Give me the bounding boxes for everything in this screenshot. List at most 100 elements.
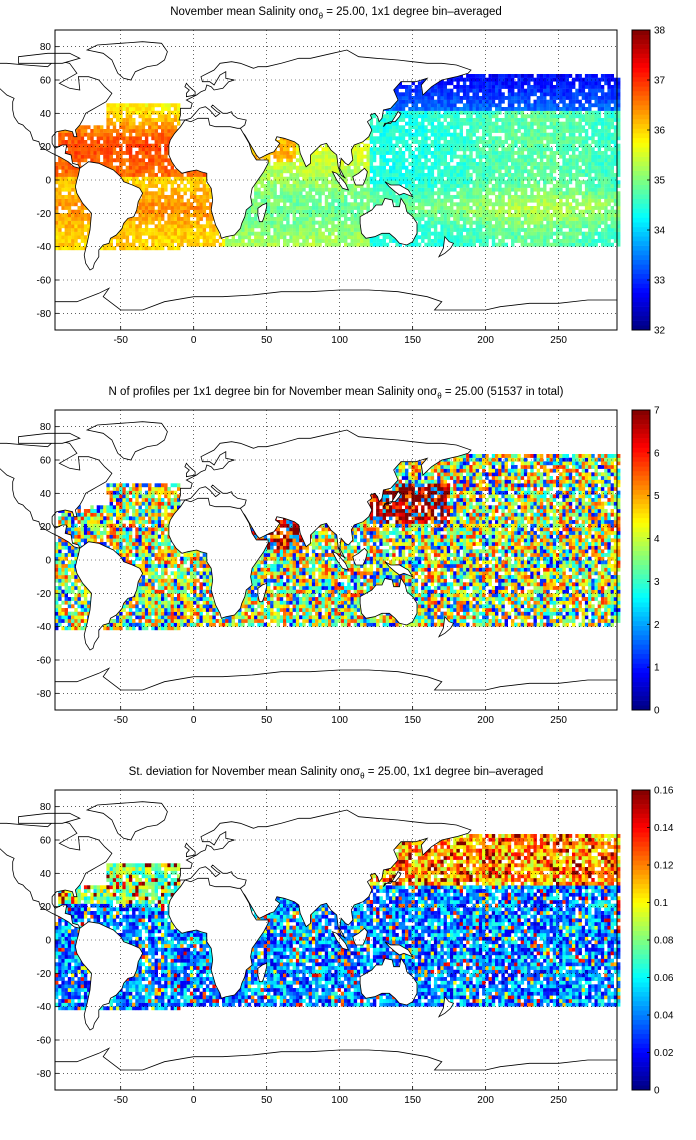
data-bin <box>398 96 402 100</box>
data-bin <box>186 180 191 185</box>
data-bin <box>202 187 207 192</box>
data-bin <box>498 202 502 207</box>
data-bin <box>523 74 528 78</box>
data-bin <box>485 206 489 210</box>
data-bin <box>279 235 284 240</box>
data-bin <box>511 118 515 122</box>
data-bin <box>475 220 480 225</box>
data-bin <box>536 202 541 207</box>
data-bin <box>324 158 329 163</box>
data-bin <box>433 103 438 108</box>
data-bin <box>292 198 296 203</box>
data-bin <box>83 132 88 137</box>
data-bin <box>408 169 412 174</box>
data-bin <box>267 169 271 174</box>
data-bin <box>482 121 486 126</box>
data-bin <box>456 169 460 174</box>
data-bin <box>77 217 81 221</box>
data-bin <box>424 220 428 225</box>
data-bin <box>260 191 264 196</box>
data-bin <box>109 121 113 126</box>
data-bin <box>427 195 431 199</box>
data-bin <box>443 184 447 188</box>
data-bin <box>353 143 358 148</box>
data-bin <box>67 231 72 236</box>
data-bin <box>382 173 386 177</box>
data-bin <box>469 158 473 163</box>
data-bin <box>144 209 149 214</box>
data-bin <box>353 228 358 232</box>
data-bin <box>292 242 296 247</box>
data-bin <box>295 224 300 229</box>
data-bin <box>527 85 531 89</box>
data-bin <box>353 224 358 229</box>
data-bin <box>527 140 531 144</box>
data-bin <box>488 191 492 196</box>
data-bin <box>74 173 78 177</box>
data-bin <box>401 92 406 97</box>
data-bin <box>71 246 75 251</box>
data-bin <box>511 235 515 240</box>
data-bin <box>405 173 409 177</box>
data-bin <box>302 195 306 199</box>
data-bin <box>122 173 126 177</box>
data-bin <box>344 165 348 170</box>
data-bin <box>311 220 316 225</box>
data-bin <box>520 220 525 225</box>
data-bin <box>80 224 85 229</box>
data-bin <box>148 121 152 126</box>
data-bin <box>417 176 422 181</box>
data-bin <box>141 213 146 218</box>
data-bin <box>459 180 463 185</box>
data-bin <box>157 239 162 243</box>
data-bin <box>437 96 441 100</box>
data-bin <box>61 129 65 133</box>
data-bin <box>482 165 486 170</box>
data-bin <box>376 191 380 196</box>
data-bin <box>433 239 438 243</box>
data-bin <box>475 165 480 170</box>
data-bin <box>472 180 476 185</box>
data-bin <box>302 242 306 247</box>
data-bin <box>135 151 139 155</box>
data-bin <box>514 209 518 214</box>
data-bin <box>421 202 425 207</box>
data-bin <box>295 169 300 174</box>
data-bin <box>395 140 399 144</box>
data-bin <box>469 151 473 155</box>
data-bin <box>295 209 300 214</box>
data-bin <box>363 165 367 170</box>
data-bin <box>523 209 528 214</box>
data-bin <box>495 92 499 97</box>
data-bin <box>472 220 476 225</box>
data-bin <box>517 107 521 111</box>
data-bin <box>87 217 91 221</box>
data-bin <box>539 195 544 199</box>
data-bin <box>517 206 521 210</box>
data-bin <box>279 195 284 199</box>
data-bin <box>135 246 139 251</box>
data-bin <box>64 173 68 177</box>
data-bin <box>517 176 521 181</box>
data-bin <box>382 129 386 133</box>
data-bin <box>199 202 203 207</box>
data-bin <box>292 213 296 218</box>
data-bin <box>257 180 261 185</box>
data-bin <box>360 242 364 247</box>
data-bin <box>64 228 68 232</box>
data-bin <box>527 77 531 82</box>
data-bin <box>536 96 541 100</box>
data-bin <box>462 224 467 229</box>
data-bin <box>482 88 486 93</box>
data-bin <box>520 140 525 144</box>
data-bin <box>379 143 383 148</box>
data-bin <box>456 92 460 97</box>
data-bin <box>498 154 502 159</box>
data-bin <box>527 121 531 126</box>
data-bin <box>536 132 541 137</box>
data-bin <box>173 231 178 236</box>
data-bin <box>154 121 158 126</box>
data-bin <box>360 184 364 188</box>
data-bin <box>539 224 544 229</box>
data-bin <box>398 173 402 177</box>
